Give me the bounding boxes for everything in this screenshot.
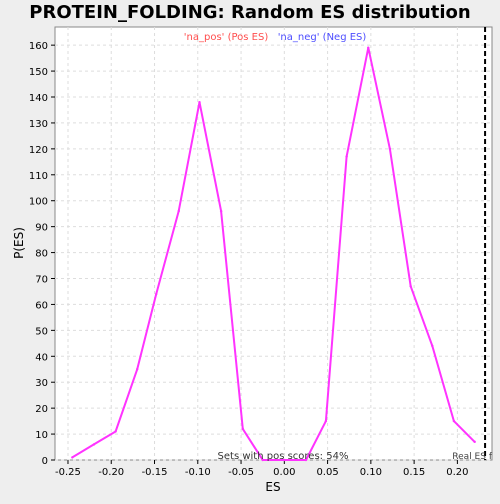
x-tick-label: -0.10: [185, 467, 211, 478]
y-tick-label: 50: [35, 326, 48, 337]
data-point: [431, 344, 434, 348]
x-tick-label: 0.00: [273, 467, 295, 478]
plot-area: [54, 26, 493, 461]
data-point: [136, 368, 139, 371]
data-point: [114, 430, 117, 433]
y-tick-label: 100: [29, 197, 48, 208]
data-point: [283, 458, 286, 462]
data-point: [473, 440, 476, 444]
series-layer: [71, 46, 476, 462]
real-es-label: Real ES f: [452, 452, 493, 462]
data-point: [92, 443, 96, 446]
y-tick-label: 120: [29, 145, 48, 156]
y-tick-label: 130: [29, 119, 48, 130]
y-tick-label: 10: [35, 430, 48, 441]
y-tick-label: 160: [29, 41, 48, 52]
y-tick-label: 20: [35, 404, 48, 415]
data-point: [261, 458, 264, 462]
x-tick-label: 0.15: [403, 467, 425, 478]
y-tick-label: 90: [35, 223, 48, 234]
x-tick-label: 0.05: [316, 467, 338, 478]
data-point: [241, 427, 244, 431]
x-axis-label: ES: [265, 480, 280, 494]
y-tick-label: 40: [35, 352, 48, 363]
legend-neg-label: 'na_neg' (Neg ES): [278, 32, 367, 43]
x-tick-label: 0.20: [446, 467, 468, 478]
data-point: [452, 419, 456, 423]
y-axis-label: P(ES): [12, 227, 26, 259]
y-tick-label: 80: [35, 249, 48, 260]
chart-title: PROTEIN_FOLDING: Random ES distribution: [29, 2, 470, 23]
real-es-layer: Real ES f: [452, 27, 493, 462]
y-tick-label: 110: [29, 171, 48, 182]
y-tick-label: 150: [29, 67, 48, 78]
data-point: [388, 147, 392, 151]
data-point: [219, 209, 223, 213]
pos-score-annotation: Sets with pos scores: 54%: [218, 451, 349, 462]
x-tick-label: -0.05: [228, 467, 254, 478]
y-tick-label: 60: [35, 300, 48, 311]
data-point: [155, 292, 158, 296]
x-tick-label: -0.15: [142, 467, 168, 478]
y-tick-label: 140: [29, 93, 48, 104]
x-tick-label: -0.25: [55, 467, 81, 478]
data-point: [324, 419, 328, 423]
y-tick-label: 0: [42, 456, 48, 467]
data-point: [71, 456, 74, 459]
data-point: [367, 46, 370, 49]
x-tick-label: -0.20: [98, 467, 124, 478]
data-point: [345, 155, 348, 158]
grid: [55, 27, 492, 461]
y-tick-label: 30: [35, 378, 48, 389]
series-line: [71, 46, 476, 461]
legend-pos-label: 'na_pos' (Pos ES): [184, 32, 269, 43]
data-point: [409, 285, 412, 288]
data-point: [304, 458, 308, 462]
x-tick-label: 0.10: [360, 467, 382, 478]
y-tick-label: 70: [35, 275, 48, 286]
data-point: [177, 209, 180, 213]
data-point: [198, 100, 201, 104]
axes: 0 10 20 30 40 50 60 70 80 90 100 110 120 130 140 150 160…: [29, 41, 469, 478]
